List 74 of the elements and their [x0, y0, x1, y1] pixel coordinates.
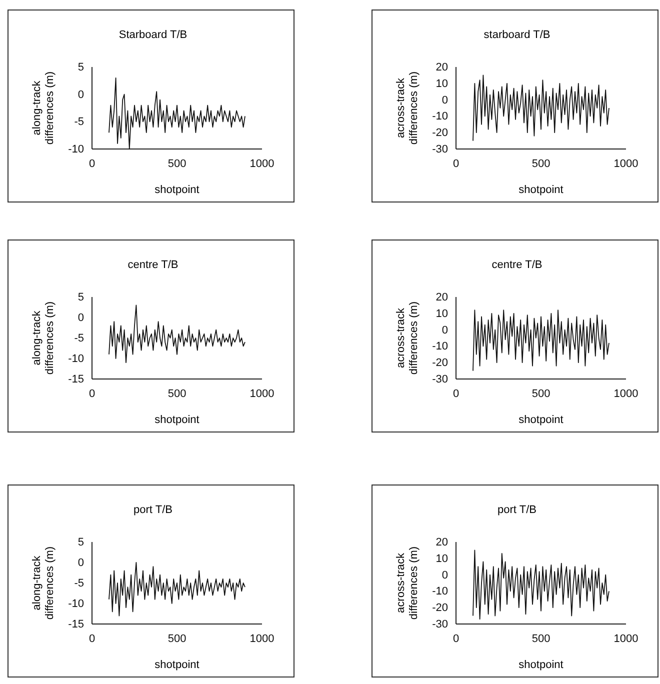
line-series: [472, 74, 610, 142]
y-tick-label: 0: [78, 557, 84, 570]
y-axis-title: along-track differences (m): [31, 301, 56, 375]
x-tick-label: 0: [88, 632, 96, 645]
y-tick-label: 5: [78, 536, 84, 549]
y-tick-label: -5: [74, 332, 84, 345]
chart-title: centre T/B: [492, 259, 542, 271]
y-tick-label: -5: [74, 578, 84, 590]
y-tick-label: 5: [78, 62, 84, 74]
y-tick-label: 0: [442, 569, 448, 582]
y-tick-label: -10: [432, 340, 448, 353]
x-tick-label: 1000: [614, 388, 638, 400]
y-tick-label: -20: [432, 127, 448, 140]
line-series: [108, 562, 246, 616]
line-series: [108, 77, 246, 150]
chart-title: centre T/B: [128, 259, 178, 271]
x-tick-label: 1000: [250, 632, 274, 645]
y-tick-label: -15: [68, 618, 84, 631]
y-tick-label: -15: [68, 374, 84, 386]
x-axis-title: shotpoint: [518, 184, 564, 196]
y-tick-label: 10: [436, 552, 448, 565]
x-axis-title: shotpoint: [518, 414, 564, 426]
y-tick-label: 10: [436, 308, 448, 320]
y-axis-title: across-track differences (m): [395, 71, 420, 145]
x-axis-title: shotpoint: [154, 184, 200, 196]
x-tick-label: 500: [532, 388, 550, 400]
y-axis-title: across-track differences (m): [395, 301, 420, 375]
x-tick-label: 500: [168, 632, 186, 645]
chart-title: port T/B: [134, 504, 172, 516]
chart-title: port T/B: [498, 504, 536, 516]
y-axis-title: along-track differences (m): [31, 71, 56, 145]
x-tick-label: 0: [452, 632, 460, 645]
x-axis-title: shotpoint: [154, 414, 200, 426]
x-tick-label: 500: [532, 632, 550, 645]
y-tick-label: 20: [436, 62, 448, 74]
y-tick-label: 0: [442, 324, 448, 336]
x-tick-label: 1000: [614, 158, 638, 170]
chart-title: Starboard T/B: [118, 29, 188, 41]
y-tick-label: 0: [442, 94, 448, 106]
line-series: [472, 550, 610, 620]
y-tick-label: -10: [432, 586, 448, 598]
y-tick-label: 5: [78, 292, 84, 304]
x-tick-label: 500: [168, 388, 186, 400]
line-series: [472, 310, 610, 372]
x-axis-title: shotpoint: [518, 659, 564, 671]
y-tick-label: -30: [432, 618, 448, 631]
y-tick-label: -20: [432, 357, 448, 370]
x-tick-label: 500: [532, 158, 550, 170]
line-series: [108, 304, 246, 364]
y-tick-label: 10: [436, 78, 448, 90]
y-tick-label: -10: [68, 598, 84, 610]
x-tick-label: 1000: [250, 388, 274, 400]
chart-title: starboard T/B: [484, 29, 550, 41]
x-tick-label: 1000: [250, 158, 274, 170]
x-tick-label: 0: [88, 388, 96, 400]
x-tick-label: 0: [452, 388, 460, 400]
x-axis-title: shotpoint: [154, 659, 200, 671]
y-tick-label: -10: [68, 353, 84, 366]
y-tick-label: 20: [436, 292, 448, 304]
y-axis-title: across-track differences (m): [395, 546, 420, 620]
y-tick-label: 0: [78, 312, 84, 324]
x-tick-label: 1000: [614, 632, 638, 645]
y-axis-title: along-track differences (m): [31, 546, 56, 620]
y-tick-label: -5: [74, 116, 84, 128]
y-tick-label: -20: [432, 602, 448, 614]
y-tick-label: -30: [432, 144, 448, 156]
y-tick-label: -10: [432, 110, 448, 123]
x-tick-label: 500: [168, 158, 186, 170]
y-tick-label: -10: [68, 144, 84, 156]
y-tick-label: 20: [436, 536, 448, 549]
y-tick-label: -30: [432, 374, 448, 386]
x-tick-label: 0: [88, 158, 96, 170]
y-tick-label: 0: [78, 88, 84, 101]
x-tick-label: 0: [452, 158, 460, 170]
